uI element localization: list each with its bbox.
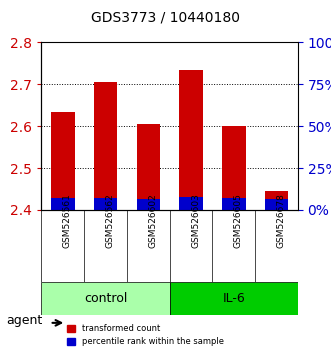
Bar xyxy=(136,199,160,210)
Bar xyxy=(94,82,117,210)
Text: GDS3773 / 10440180: GDS3773 / 10440180 xyxy=(91,11,240,25)
FancyBboxPatch shape xyxy=(169,281,298,315)
Text: GSM526561: GSM526561 xyxy=(63,193,72,248)
FancyBboxPatch shape xyxy=(41,281,169,315)
Text: GSM526603: GSM526603 xyxy=(191,193,200,248)
Text: GSM526602: GSM526602 xyxy=(148,193,157,248)
Text: IL-6: IL-6 xyxy=(222,292,245,305)
Text: GSM526605: GSM526605 xyxy=(234,193,243,248)
Legend: transformed count, percentile rank within the sample: transformed count, percentile rank withi… xyxy=(64,321,227,350)
Text: GSM526678: GSM526678 xyxy=(276,193,286,248)
Bar xyxy=(222,126,246,210)
Bar xyxy=(51,112,74,210)
Bar xyxy=(136,124,160,210)
Bar xyxy=(265,191,288,210)
Bar xyxy=(51,198,74,210)
Text: control: control xyxy=(84,292,127,305)
Text: agent: agent xyxy=(7,314,43,327)
Bar xyxy=(265,199,288,210)
Bar xyxy=(179,70,203,210)
Bar xyxy=(179,197,203,210)
Bar xyxy=(94,198,117,210)
Text: GSM526562: GSM526562 xyxy=(106,193,115,248)
Bar xyxy=(222,198,246,210)
